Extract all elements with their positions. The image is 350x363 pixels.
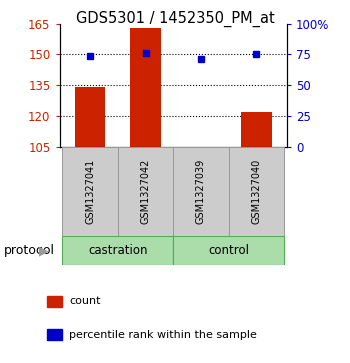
Text: control: control	[208, 244, 249, 257]
Bar	[62, 236, 173, 265]
Text: GSM1327039: GSM1327039	[196, 159, 206, 224]
Text: GSM1327042: GSM1327042	[140, 159, 150, 224]
Text: GDS5301 / 1452350_PM_at: GDS5301 / 1452350_PM_at	[76, 11, 274, 27]
Bar	[173, 147, 229, 236]
Bar	[173, 236, 284, 265]
Bar	[47, 330, 62, 340]
Text: count: count	[69, 296, 100, 306]
Text: castration: castration	[88, 244, 147, 257]
Text: ▶: ▶	[40, 244, 49, 257]
Text: GSM1327041: GSM1327041	[85, 159, 95, 224]
Bar	[130, 28, 161, 147]
Bar	[62, 147, 118, 236]
Text: GSM1327040: GSM1327040	[252, 159, 261, 224]
Bar	[241, 112, 272, 147]
Bar	[229, 147, 284, 236]
Bar	[75, 87, 105, 147]
Bar	[118, 147, 173, 236]
Text: protocol: protocol	[4, 244, 55, 257]
Text: percentile rank within the sample: percentile rank within the sample	[69, 330, 257, 340]
Bar	[47, 296, 62, 307]
